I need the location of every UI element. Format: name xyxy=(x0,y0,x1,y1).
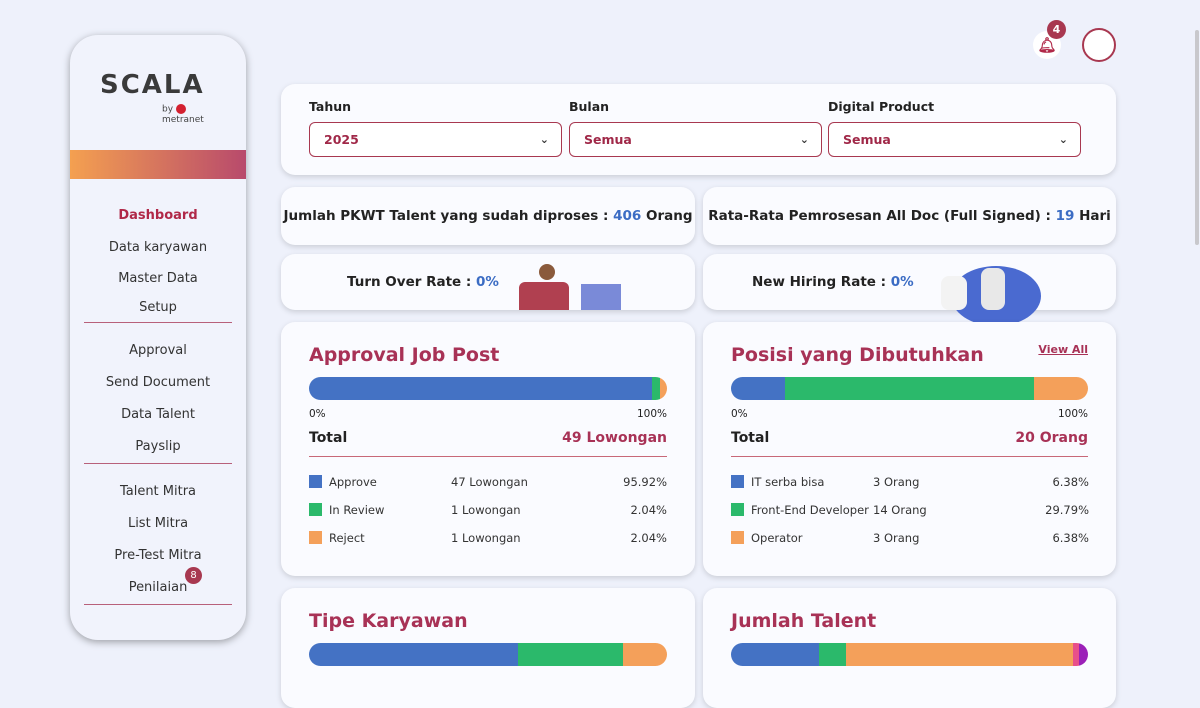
legend-count: 1 Lowongan xyxy=(451,503,521,517)
bar-segment xyxy=(845,643,1073,666)
tipe-karyawan-card: Tipe Karyawan xyxy=(281,588,695,708)
legend-name: In Review xyxy=(329,503,385,517)
legend-row: Reject 1 Lowongan 2.04% xyxy=(309,531,667,545)
legend-count: 14 Orang xyxy=(873,503,927,517)
legend-swatch xyxy=(309,531,322,544)
scala-logo: SCALA by metranet xyxy=(100,70,205,125)
sidebar-banner xyxy=(70,150,246,179)
posisi-total: Total 20 Orang xyxy=(731,430,1088,457)
nav-penilaian[interactable]: Penilaian xyxy=(128,580,188,595)
legend-count: 47 Lowongan xyxy=(451,475,528,489)
scrollbar[interactable] xyxy=(1194,0,1200,675)
chevron-down-icon: ⌄ xyxy=(539,133,549,146)
office-illustration xyxy=(509,260,629,310)
hiring-stat: New Hiring Rate : 0% xyxy=(703,254,1116,326)
legend-swatch xyxy=(731,475,744,488)
divider xyxy=(84,604,232,605)
bar-segment xyxy=(818,643,846,666)
legend-percent: 2.04% xyxy=(630,531,667,545)
bar-segment xyxy=(518,643,623,666)
notification-button[interactable]: 4 🔔︎ xyxy=(1033,20,1066,59)
chevron-down-icon: ⌄ xyxy=(799,133,809,146)
bar-segment xyxy=(731,377,785,400)
legend-row: IT serba bisa 3 Orang 6.38% xyxy=(731,475,1089,489)
nav-payslip[interactable]: Payslip xyxy=(135,439,181,454)
nav-talent-mitra[interactable]: Talent Mitra xyxy=(119,484,197,499)
legend-swatch xyxy=(309,503,322,516)
bar-segment xyxy=(1072,643,1080,666)
nav-pre-test-mitra[interactable]: Pre-Test Mitra xyxy=(114,548,202,563)
legend-row: Operator 3 Orang 6.38% xyxy=(731,531,1089,545)
notification-count: 4 xyxy=(1047,20,1066,39)
legend-swatch xyxy=(731,503,744,516)
divider xyxy=(84,463,232,464)
product-select[interactable]: Semua ⌄ xyxy=(828,122,1081,157)
legend-percent: 95.92% xyxy=(623,475,667,489)
legend-count: 3 Orang xyxy=(873,531,920,545)
legend-percent: 2.04% xyxy=(630,503,667,517)
filter-card: Tahun 2025 ⌄ Bulan Semua ⌄ Digital Product… xyxy=(281,84,1116,175)
bar-segment xyxy=(1034,377,1088,400)
nav-master-data[interactable]: Master Data xyxy=(118,271,198,286)
posisi-dibutuhkan-card: Posisi yang Dibutuhkan View All 0% 100% … xyxy=(703,322,1116,576)
posisi-progress-bar xyxy=(731,377,1088,400)
legend-percent: 6.38% xyxy=(1052,531,1089,545)
bar-segment xyxy=(309,643,519,666)
legend-name: Front-End Developer xyxy=(751,503,869,517)
legend-percent: 6.38% xyxy=(1052,475,1089,489)
nav-data-talent[interactable]: Data Talent xyxy=(121,407,195,422)
legend-percent: 29.79% xyxy=(1045,503,1089,517)
metranet-logo-icon xyxy=(175,104,186,114)
bar-segment xyxy=(731,643,819,666)
legend-count: 3 Orang xyxy=(873,475,920,489)
bar-segment xyxy=(652,377,660,400)
approval-progress-bar xyxy=(309,377,667,400)
nav-approval[interactable]: Approval xyxy=(129,343,187,358)
bar-segment xyxy=(309,377,653,400)
legend-name: Approve xyxy=(329,475,377,489)
approval-total: Total 49 Lowongan xyxy=(309,430,667,457)
bell-icon: 🔔︎ xyxy=(1037,36,1057,54)
legend-name: IT serba bisa xyxy=(751,475,825,489)
bar-segment xyxy=(622,643,667,666)
legend-count: 1 Lowongan xyxy=(451,531,521,545)
sidebar-nav: Dashboard Data karyawan Master Data Setu… xyxy=(70,200,246,605)
pkwt-stat: Jumlah PKWT Talent yang sudah diproses :… xyxy=(281,187,695,245)
bulan-select[interactable]: Semua ⌄ xyxy=(569,122,822,157)
legend-row: In Review 1 Lowongan 2.04% xyxy=(309,503,667,517)
legend-name: Reject xyxy=(329,531,365,545)
bar-segment xyxy=(659,377,667,400)
legend-swatch xyxy=(731,531,744,544)
approval-job-post-card: Approval Job Post 0% 100% Total 49 Lowong… xyxy=(281,322,695,576)
view-all-link[interactable]: View All xyxy=(1038,343,1088,356)
penilaian-badge: 8 xyxy=(185,567,202,584)
legend-row: Front-End Developer 14 Orang 29.79% xyxy=(731,503,1089,517)
talent-progress-bar xyxy=(731,643,1088,666)
nav-setup[interactable]: Setup xyxy=(139,300,177,315)
nav-list-mitra[interactable]: List Mitra xyxy=(127,516,189,531)
team-illustration xyxy=(931,256,1051,326)
nav-dashboard[interactable]: Dashboard xyxy=(118,208,198,223)
tahun-select[interactable]: 2025 ⌄ xyxy=(309,122,562,157)
turnover-stat: Turn Over Rate : 0% xyxy=(281,254,695,310)
avg-processing-stat: Rata-Rata Pemrosesan All Doc (Full Signe… xyxy=(703,187,1116,245)
divider xyxy=(84,322,232,323)
legend-swatch xyxy=(309,475,322,488)
legend-row: Approve 47 Lowongan 95.92% xyxy=(309,475,667,489)
scrollbar-thumb[interactable] xyxy=(1195,30,1199,245)
chevron-down-icon: ⌄ xyxy=(1058,133,1068,146)
tipe-progress-bar xyxy=(309,643,667,666)
bar-segment xyxy=(1079,643,1088,666)
bar-segment xyxy=(784,377,1035,400)
nav-data-karyawan[interactable]: Data karyawan xyxy=(108,240,208,255)
sidebar: SCALA by metranet Dashboard Data karyawa… xyxy=(70,35,246,640)
user-avatar[interactable] xyxy=(1082,28,1116,62)
jumlah-talent-card: Jumlah Talent xyxy=(703,588,1116,708)
legend-name: Operator xyxy=(751,531,803,545)
nav-send-document[interactable]: Send Document xyxy=(105,375,211,390)
